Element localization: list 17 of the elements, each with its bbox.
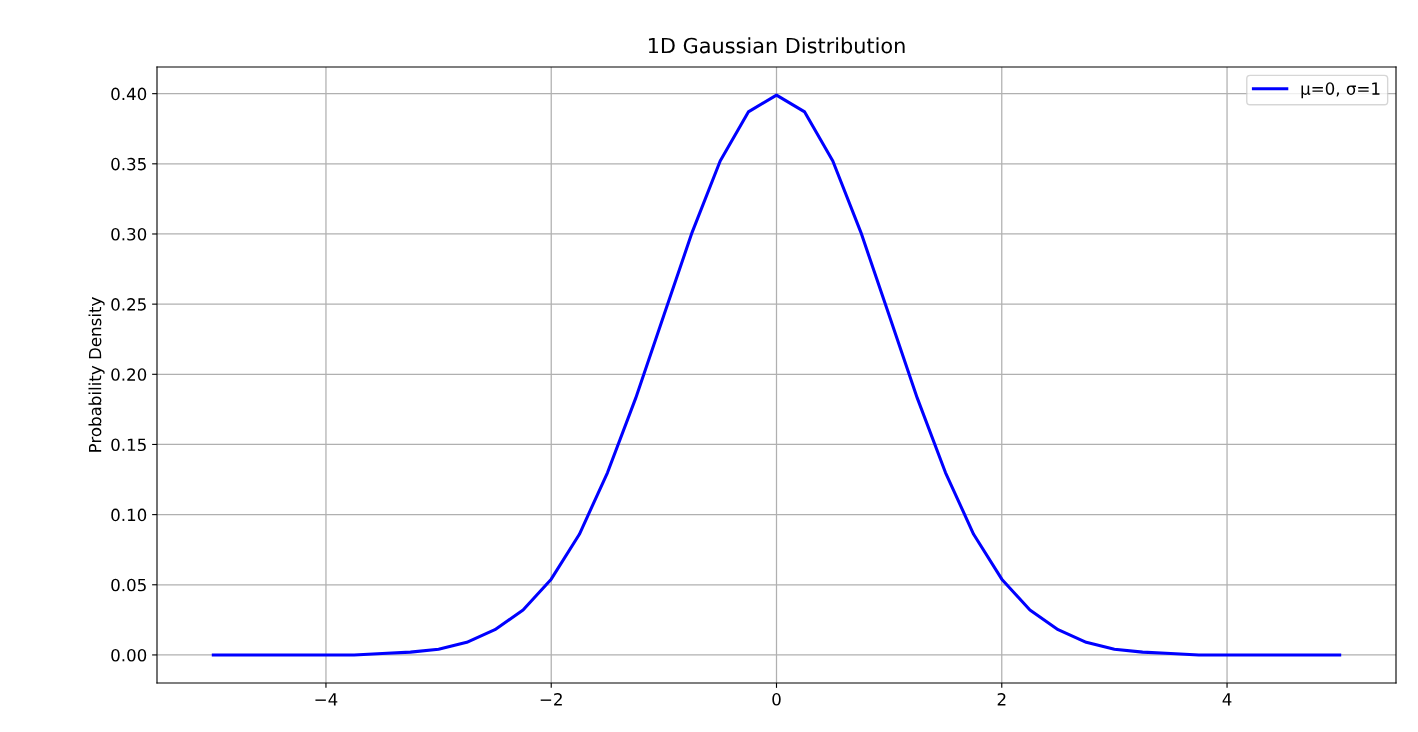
x-tick-label: −4 xyxy=(315,693,338,706)
y-tick-label: 0.10 xyxy=(111,508,147,522)
y-tick-label: 0.20 xyxy=(111,368,147,381)
x-tick-label: −2 xyxy=(540,693,562,706)
y-tick-label: 0.25 xyxy=(111,298,146,311)
x-tick-label: 4 xyxy=(1222,693,1232,706)
y-tick-label: 0.40 xyxy=(111,87,147,101)
chart-title: 1D Gaussian Distribution xyxy=(648,37,905,54)
y-tick-label: 0.00 xyxy=(111,648,147,662)
x-tick-label: 0 xyxy=(772,693,781,706)
y-tick-label: 0.15 xyxy=(111,438,146,452)
x-tick-label: 2 xyxy=(997,693,1006,706)
y-tick-label: 0.05 xyxy=(111,578,146,592)
legend-label: μ=0, σ=1 xyxy=(1301,82,1380,99)
y-axis-title: Probability Density xyxy=(88,297,105,452)
y-tick-label: 0.30 xyxy=(111,227,147,241)
y-tick-label: 0.35 xyxy=(111,157,146,171)
